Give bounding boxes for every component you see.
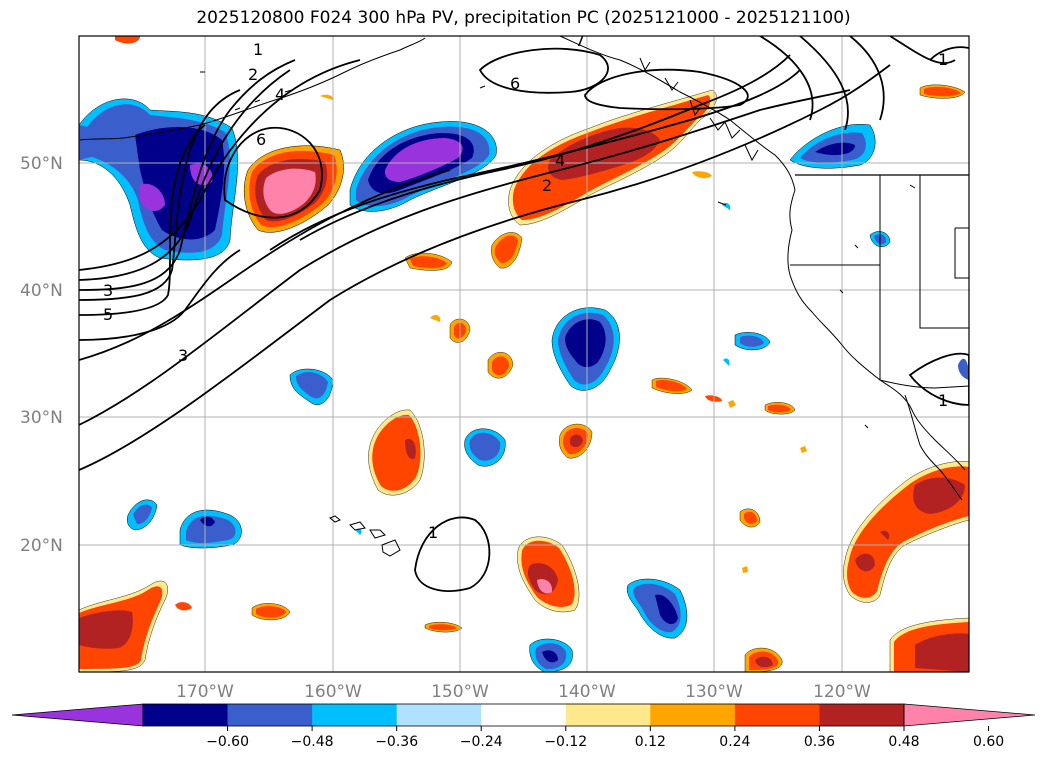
graticule bbox=[79, 36, 969, 672]
contour-label: 3 bbox=[178, 346, 188, 365]
colorbar-segments bbox=[143, 704, 905, 726]
lon-label: 120°W bbox=[813, 682, 871, 702]
map-frame bbox=[78, 35, 970, 673]
contour-labels: 1 2 4 6 3 5 3 6 4 2 1 1 1 7 bbox=[103, 31, 948, 542]
contour-label: 1 bbox=[938, 50, 948, 69]
lon-label: 170°W bbox=[176, 682, 234, 702]
lat-label: 50°N bbox=[20, 154, 63, 174]
lon-label: 130°W bbox=[685, 682, 743, 702]
colorbar: −0.60 −0.48 −0.36 −0.24 −0.12 0.12 0.24 0.36 0.4… bbox=[11, 703, 1036, 750]
lat-label: 30°N bbox=[20, 408, 63, 428]
colorbar-tick-label: −0.24 bbox=[460, 734, 503, 750]
colorbar-ticks: −0.60 −0.48 −0.36 −0.24 −0.12 0.12 0.24 0.36 0.4… bbox=[206, 726, 1004, 750]
precip-positive-anomalies bbox=[79, 36, 969, 672]
colorbar-tick-label: −0.36 bbox=[375, 734, 418, 750]
contour-label: 2 bbox=[542, 176, 552, 195]
contour-label: 5 bbox=[103, 305, 113, 324]
colorbar-segment bbox=[650, 704, 736, 726]
contour-label: 2 bbox=[248, 65, 258, 84]
lon-label: 150°W bbox=[431, 682, 489, 702]
contour-label: 4 bbox=[555, 151, 565, 170]
contour-label: 1 bbox=[938, 391, 948, 410]
lon-label: 160°W bbox=[304, 682, 362, 702]
contour-label: 6 bbox=[256, 130, 266, 149]
colorbar-max-extension bbox=[903, 703, 1036, 727]
colorbar-segment bbox=[819, 704, 905, 726]
contour-label: 1 bbox=[253, 40, 263, 59]
colorbar-segment bbox=[396, 704, 482, 726]
contour-label: 1 bbox=[428, 523, 438, 542]
colorbar-tick-label: 0.12 bbox=[635, 734, 666, 750]
figure-title: 2025120800 F024 300 hPa PV, precipitatio… bbox=[196, 8, 851, 28]
lat-label: 40°N bbox=[20, 281, 63, 301]
colorbar-segment bbox=[481, 704, 567, 726]
lon-label: 140°W bbox=[558, 682, 616, 702]
colorbar-segment bbox=[565, 704, 651, 726]
colorbar-tick-label: 0.48 bbox=[888, 734, 919, 750]
contour-label: 7 bbox=[575, 31, 585, 50]
colorbar-segment bbox=[143, 704, 229, 726]
contour-label: 4 bbox=[275, 85, 285, 104]
colorbar-min-extension bbox=[11, 703, 144, 727]
coastlines bbox=[79, 36, 969, 557]
lat-label: 20°N bbox=[20, 536, 63, 556]
colorbar-tick-label: 0.24 bbox=[719, 734, 750, 750]
colorbar-tick-label: 0.60 bbox=[973, 734, 1004, 750]
colorbar-tick-label: −0.48 bbox=[291, 734, 334, 750]
colorbar-tick-label: −0.12 bbox=[544, 734, 587, 750]
colorbar-segment bbox=[734, 704, 820, 726]
pv-contours bbox=[79, 36, 969, 592]
colorbar-segment bbox=[227, 704, 313, 726]
precip-negative-anomalies bbox=[79, 98, 969, 672]
colorbar-tick-label: 0.36 bbox=[804, 734, 835, 750]
colorbar-outline bbox=[142, 703, 905, 727]
colorbar-segment bbox=[312, 704, 398, 726]
contour-label: 3 bbox=[103, 281, 113, 300]
colorbar-tick-label: −0.60 bbox=[206, 734, 249, 750]
contour-label: 6 bbox=[510, 74, 520, 93]
